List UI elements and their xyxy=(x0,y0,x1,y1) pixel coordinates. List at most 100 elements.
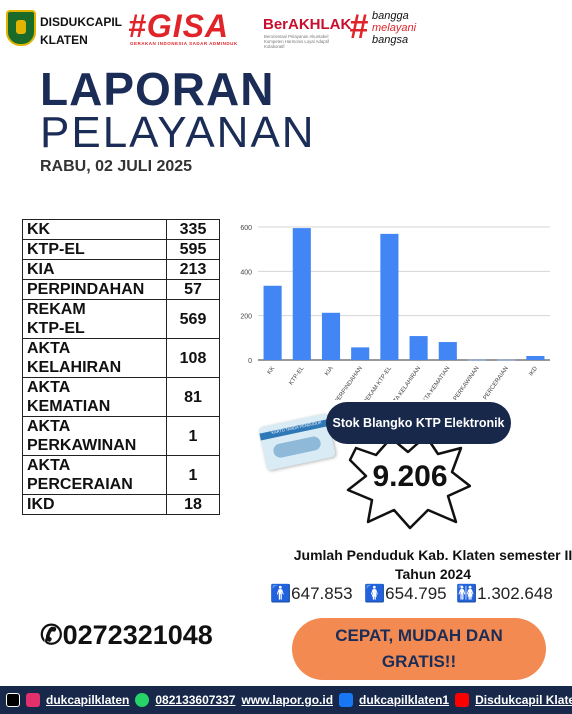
row-label: KIA xyxy=(22,259,167,280)
stok-badge: Stok Blangko KTP Elektronik xyxy=(326,402,511,444)
cta-banner: CEPAT, MUDAH DAN GRATIS!! xyxy=(292,618,546,680)
bar xyxy=(292,228,311,360)
youtube-link[interactable]: Disdukcapil Klaten xyxy=(475,693,572,707)
row-label: AKTA PERCERAIAN xyxy=(22,455,167,495)
row-value: 335 xyxy=(166,219,220,240)
social-footer: dukcapilklaten 082133607337 www.lapor.go… xyxy=(0,686,572,714)
berakhlak-logo: BerAKHLAK xyxy=(263,16,352,33)
row-label: KTP-EL xyxy=(22,239,167,260)
bangga-line1: bangga xyxy=(372,10,409,22)
whatsapp-link[interactable]: 082133607337 xyxy=(155,693,236,707)
table-row: AKTA KEMATIAN 81 xyxy=(22,377,220,417)
row-label: PERPINDAHAN xyxy=(22,279,167,300)
x-tick-label: PERPINDAHAN xyxy=(334,366,364,400)
row-label: AKTA PERKAWINAN xyxy=(22,416,167,456)
service-table: KK 335 KTP-EL 595 KIA 213 PERPINDAHAN 57 REKAM K… xyxy=(22,219,220,515)
bangga-line3: bangsa xyxy=(372,34,409,46)
row-value: 569 xyxy=(166,299,220,339)
report-date: RABU, 02 JULI 2025 xyxy=(40,158,193,175)
org-name-line2: KLATEN xyxy=(40,33,88,47)
table-row: PERPINDAHAN 57 xyxy=(22,279,220,300)
bar xyxy=(526,356,545,360)
cta-line1: CEPAT, MUDAH DAN xyxy=(335,626,503,645)
total-population: 🚻1.302.648 xyxy=(456,584,553,604)
ktp-card-image: KARTU TANDA PENDUDUK xyxy=(258,413,336,471)
row-value: 1 xyxy=(166,455,220,495)
service-bar-chart: 0 200 400 600 KK KTP-EL KIA PERPINDAHAN REKAM KT… xyxy=(240,225,550,400)
row-value: 213 xyxy=(166,259,220,280)
row-value: 18 xyxy=(166,494,220,515)
row-value: 81 xyxy=(166,377,220,417)
facebook-icon xyxy=(339,693,354,707)
people-icon: 🚻 xyxy=(456,584,478,603)
y-tick-label: 200 xyxy=(240,314,252,321)
bangga-line2: melayani xyxy=(372,22,417,34)
page-subtitle: PELAYANAN xyxy=(40,108,316,157)
whatsapp-icon xyxy=(135,693,150,707)
bar xyxy=(409,336,428,360)
female-icon: 🚺 xyxy=(364,584,386,603)
phone-icon: ✆ xyxy=(40,620,63,650)
table-row: AKTA PERKAWINAN 1 xyxy=(22,416,220,456)
berakhlak-tagline: Berorientasi Pelayanan Akuntabel Kompete… xyxy=(264,34,329,49)
male-count: 647.853 xyxy=(291,584,353,603)
stok-value: 9.206 xyxy=(372,460,448,493)
female-count: 654.795 xyxy=(385,584,447,603)
row-label: AKTA KELAHIRAN xyxy=(22,338,167,378)
row-value: 57 xyxy=(166,279,220,300)
facebook-link[interactable]: dukcapilklaten1 xyxy=(359,693,450,707)
lapor-link[interactable]: www.lapor.go.id xyxy=(241,693,334,707)
row-label: KK xyxy=(22,219,167,240)
gisa-tagline: GERAKAN INDONESIA SADAR ADMINDUK xyxy=(130,41,238,46)
bangga-hash-icon: # xyxy=(349,8,368,46)
row-label: REKAM KTP-EL xyxy=(22,299,167,339)
instagram-link[interactable]: dukcapilklaten xyxy=(46,693,130,707)
y-tick-label: 600 xyxy=(240,225,252,232)
bar xyxy=(351,347,370,360)
population-title-line1: Jumlah Penduduk Kab. Klaten semester II xyxy=(293,547,572,563)
x-tick-label: REKAM KTP-EL xyxy=(363,365,394,400)
x-tick-label: AKTA KELAHIRAN xyxy=(388,366,422,400)
x-tick-label: IKD xyxy=(528,365,539,377)
male-icon: 🚹 xyxy=(270,584,292,603)
row-label: IKD xyxy=(22,494,167,515)
table-row: KIA 213 xyxy=(22,259,220,280)
bar xyxy=(467,359,487,361)
org-name-line1: DISDUKCAPIL xyxy=(40,15,123,29)
youtube-icon xyxy=(455,693,470,707)
total-count: 1.302.648 xyxy=(477,584,553,603)
x-tick-label: KTP-EL xyxy=(288,365,305,386)
row-value: 1 xyxy=(166,416,220,456)
burst-shape xyxy=(346,434,471,530)
bar xyxy=(321,312,341,360)
y-tick-label: 400 xyxy=(240,269,252,276)
table-row: AKTA KELAHIRAN 108 xyxy=(22,338,220,378)
phone-contact[interactable]: ✆0272321048 xyxy=(40,620,213,651)
gisa-logo: #GISA xyxy=(128,8,230,44)
table-row: AKTA PERCERAIAN 1 xyxy=(22,455,220,495)
population-title: Jumlah Penduduk Kab. Klaten semester II … xyxy=(288,546,572,584)
org-name: DISDUKCAPIL KLATEN xyxy=(40,13,122,49)
row-label: AKTA KEMATIAN xyxy=(22,377,167,417)
page-title: LAPORAN xyxy=(40,63,275,115)
female-population: 🚺654.795 xyxy=(364,584,447,604)
phone-number: 0272321048 xyxy=(62,620,213,650)
table-row: REKAM KTP-EL 569 xyxy=(22,299,220,339)
male-population: 🚹647.853 xyxy=(270,584,353,604)
bar xyxy=(497,359,516,361)
table-row: KTP-EL 595 xyxy=(22,239,220,260)
cta-line2: GRATIS!! xyxy=(381,652,457,671)
population-title-line2: Tahun 2024 xyxy=(395,566,471,582)
y-tick-label: 0 xyxy=(248,358,252,365)
table-row: IKD 18 xyxy=(22,494,220,515)
bar xyxy=(380,233,399,360)
x-tick-label: KK xyxy=(267,366,277,376)
table-row: KK 335 xyxy=(22,219,220,240)
row-value: 595 xyxy=(166,239,220,260)
x-tick-label: AKTA KEMATIAN xyxy=(420,366,452,400)
x-tick-label: KIA xyxy=(324,366,334,377)
row-value: 108 xyxy=(166,338,220,378)
instagram-icon xyxy=(26,693,40,707)
bar xyxy=(438,342,457,360)
tiktok-icon xyxy=(6,693,20,707)
